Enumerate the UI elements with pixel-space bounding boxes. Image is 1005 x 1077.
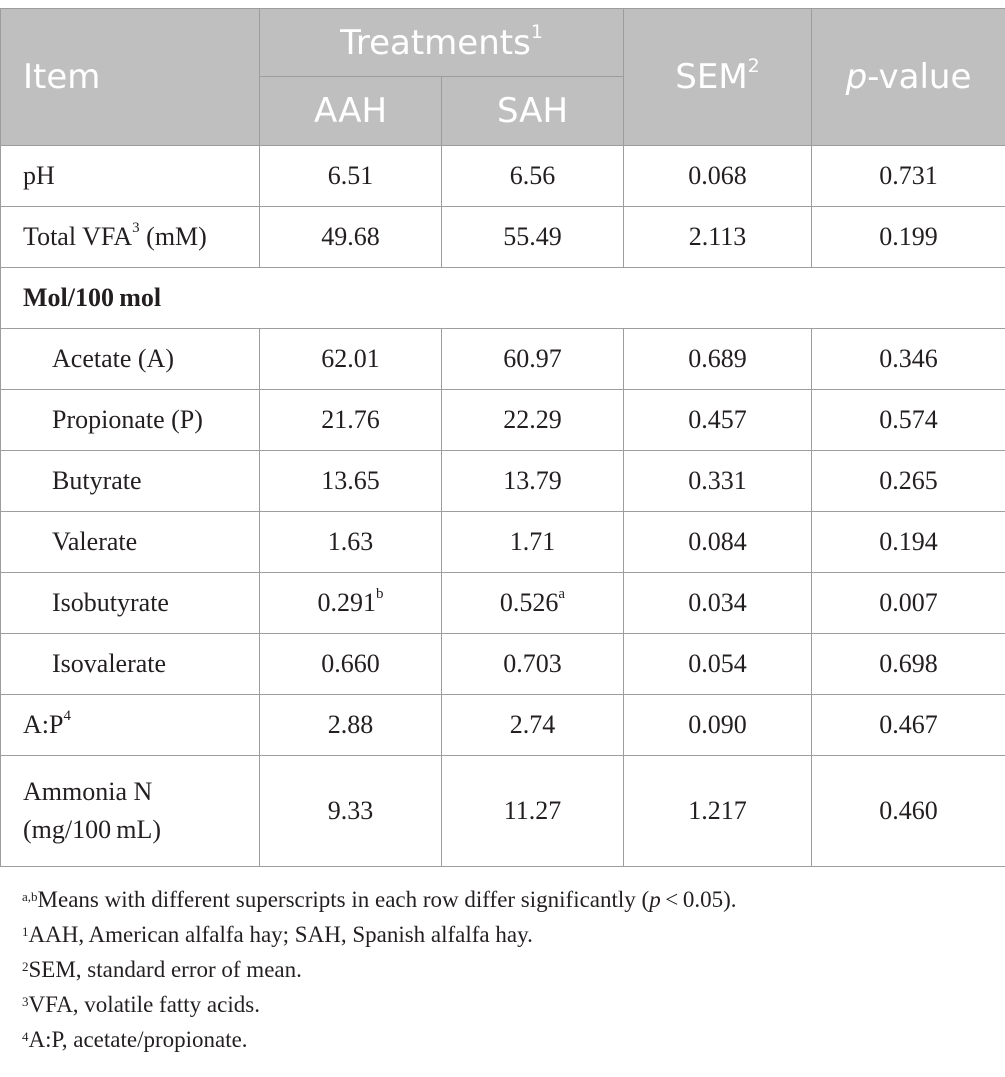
table-row-ap: A:P4 2.88 2.74 0.090 0.467 (0, 694, 1005, 756)
cell-sah: 60.97 (441, 328, 624, 390)
cell-pvalue: 0.467 (811, 694, 1005, 756)
cell-sem: 0.457 (623, 389, 812, 451)
cell-aah: 6.51 (259, 145, 442, 207)
cell-sem: 0.084 (623, 511, 812, 573)
cell-sah: 6.56 (441, 145, 624, 207)
footnote-1: 1AAH, American alfalfa hay; SAH, Spanish… (22, 922, 533, 947)
cell-pvalue: 0.194 (811, 511, 1005, 573)
cell-sem: 0.090 (623, 694, 812, 756)
header-sah: SAH (441, 76, 624, 146)
table-row-isovalerate: Isovalerate 0.660 0.703 0.054 0.698 (0, 633, 1005, 695)
row-label: Total VFA3 (mM) (0, 206, 260, 268)
cell-aah: 49.68 (259, 206, 442, 268)
table-row-isobutyrate: Isobutyrate 0.291b 0.526a 0.034 0.007 (0, 572, 1005, 634)
footnote-3: 3VFA, volatile fatty acids. (22, 992, 260, 1017)
cell-aah: 0.660 (259, 633, 442, 695)
cell-pvalue: 0.346 (811, 328, 1005, 390)
cell-aah: 2.88 (259, 694, 442, 756)
row-label: Butyrate (0, 450, 260, 512)
cell-pvalue: 0.199 (811, 206, 1005, 268)
cell-pvalue: 0.731 (811, 145, 1005, 207)
table-row-section: Mol/100 mol (0, 267, 1005, 329)
footnote-ab: a,bMeans with different superscripts in … (22, 887, 737, 912)
row-label: A:P4 (0, 694, 260, 756)
table-row-propionate: Propionate (P) 21.76 22.29 0.457 0.574 (0, 389, 1005, 451)
section-heading: Mol/100 mol (0, 267, 1005, 329)
cell-aah: 0.291b (259, 572, 442, 634)
cell-aah: 13.65 (259, 450, 442, 512)
cell-sem: 0.054 (623, 633, 812, 695)
header-pvalue: p-value (811, 8, 1005, 146)
footnote-4: 4A:P, acetate/propionate. (22, 1027, 248, 1052)
cell-sah: 13.79 (441, 450, 624, 512)
cell-sah: 0.526a (441, 572, 624, 634)
cell-pvalue: 0.698 (811, 633, 1005, 695)
cell-pvalue: 0.460 (811, 755, 1005, 867)
cell-sem: 1.217 (623, 755, 812, 867)
cell-pvalue: 0.007 (811, 572, 1005, 634)
table-row-ph: pH 6.51 6.56 0.068 0.731 (0, 145, 1005, 207)
cell-sah: 1.71 (441, 511, 624, 573)
cell-aah: 1.63 (259, 511, 442, 573)
table-row-total-vfa: Total VFA3 (mM) 49.68 55.49 2.113 0.199 (0, 206, 1005, 268)
row-label: Acetate (A) (0, 328, 260, 390)
cell-sah: 2.74 (441, 694, 624, 756)
table-header: Item Treatments1 SEM2 p-value AAH SAH (0, 8, 1005, 146)
results-table: Item Treatments1 SEM2 p-value AAH SAH pH… (0, 8, 1005, 867)
row-label: Valerate (0, 511, 260, 573)
header-aah: AAH (259, 76, 442, 146)
row-label: pH (0, 145, 260, 207)
table-row-valerate: Valerate 1.63 1.71 0.084 0.194 (0, 511, 1005, 573)
cell-aah: 9.33 (259, 755, 442, 867)
cell-aah: 62.01 (259, 328, 442, 390)
cell-sem: 2.113 (623, 206, 812, 268)
cell-sem: 0.034 (623, 572, 812, 634)
cell-sah: 11.27 (441, 755, 624, 867)
cell-sah: 55.49 (441, 206, 624, 268)
cell-pvalue: 0.574 (811, 389, 1005, 451)
table-footnotes: a,bMeans with different superscripts in … (22, 882, 737, 1057)
table-row-acetate: Acetate (A) 62.01 60.97 0.689 0.346 (0, 328, 1005, 390)
table-row-ammonia: Ammonia N (mg/100 mL) 9.33 11.27 1.217 0.… (0, 755, 1005, 867)
cell-sem: 0.068 (623, 145, 812, 207)
cell-sem: 0.689 (623, 328, 812, 390)
header-sem: SEM2 (623, 8, 812, 146)
row-label: Ammonia N (mg/100 mL) (0, 755, 260, 867)
row-label: Propionate (P) (0, 389, 260, 451)
header-item: Item (0, 8, 260, 146)
cell-sem: 0.331 (623, 450, 812, 512)
cell-sah: 22.29 (441, 389, 624, 451)
row-label: Isovalerate (0, 633, 260, 695)
header-treatments: Treatments1 (259, 8, 624, 77)
cell-aah: 21.76 (259, 389, 442, 451)
cell-sah: 0.703 (441, 633, 624, 695)
cell-pvalue: 0.265 (811, 450, 1005, 512)
row-label: Isobutyrate (0, 572, 260, 634)
footnote-2: 2SEM, standard error of mean. (22, 957, 302, 982)
table-row-butyrate: Butyrate 13.65 13.79 0.331 0.265 (0, 450, 1005, 512)
